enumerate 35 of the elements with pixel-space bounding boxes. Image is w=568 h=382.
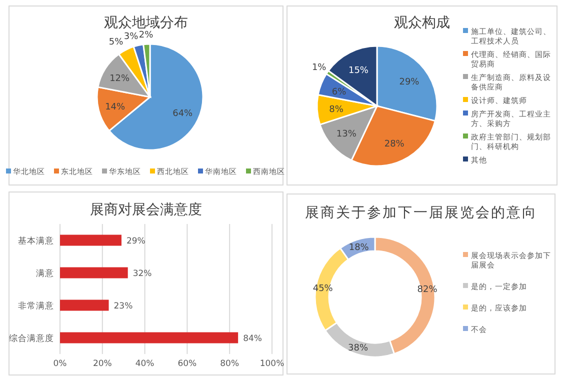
chart-title: 观众地域分布	[104, 15, 188, 31]
bar	[60, 234, 122, 246]
data-label: 1%	[312, 63, 327, 74]
y-tick-label: 非常满意	[18, 300, 54, 312]
chart-title: 展商对展会满意度	[90, 202, 202, 218]
data-label: 84%	[243, 334, 262, 344]
data-label: 8%	[329, 105, 344, 116]
data-label: 12%	[110, 74, 130, 84]
data-label: 3%	[124, 32, 139, 42]
bar	[60, 332, 238, 344]
bar	[60, 267, 128, 278]
x-tick-label: 80%	[220, 359, 240, 369]
x-tick-label: 20%	[92, 359, 112, 369]
data-label: 13%	[336, 129, 357, 140]
y-tick-label: 满意	[36, 268, 54, 279]
y-tick-label: 基本满意	[18, 235, 54, 246]
x-tick-label: 40%	[135, 359, 154, 369]
data-label: 64%	[172, 108, 194, 119]
data-label: 18%	[348, 243, 370, 254]
chart-title: 展商关于参加下一届展览会的意向	[304, 205, 538, 221]
data-label: 14%	[105, 102, 126, 112]
data-label: 2%	[138, 30, 154, 41]
data-label: 38%	[348, 344, 368, 354]
data-label: 23%	[114, 301, 133, 312]
data-label: 32%	[132, 268, 152, 279]
data-label: 29%	[399, 77, 420, 88]
data-label: 29%	[126, 236, 146, 246]
text: 观众构成	[394, 15, 450, 31]
x-tick-label: 0%	[53, 359, 67, 369]
y-tick-label: 综合满意度	[9, 332, 54, 344]
data-label: 5%	[108, 37, 124, 48]
x-tick-label: 100%	[260, 359, 284, 369]
data-label: 28%	[384, 139, 405, 150]
bar	[60, 300, 109, 311]
x-tick-label: 60%	[178, 359, 197, 369]
